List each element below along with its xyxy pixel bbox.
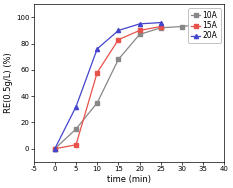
Legend: 10A, 15A, 20A: 10A, 15A, 20A [188,8,221,43]
10A [117,58,120,61]
20A [53,148,56,150]
15A [53,148,56,150]
20A [96,48,99,50]
10A [96,102,99,104]
10A [181,25,183,28]
20A [138,23,141,25]
10A [75,128,77,130]
X-axis label: time (min): time (min) [107,175,151,184]
20A [75,105,77,108]
15A [159,25,162,28]
10A [138,33,141,36]
10A [202,23,205,25]
Line: 20A: 20A [53,20,163,151]
20A [159,21,162,24]
Y-axis label: RE(0.5g/L) (%): RE(0.5g/L) (%) [4,53,13,113]
Line: 10A: 10A [53,22,205,151]
10A [53,148,56,150]
10A [159,27,162,29]
20A [117,29,120,32]
Line: 15A: 15A [53,24,163,151]
15A [96,71,99,74]
15A [117,39,120,41]
15A [138,29,141,32]
15A [75,144,77,146]
